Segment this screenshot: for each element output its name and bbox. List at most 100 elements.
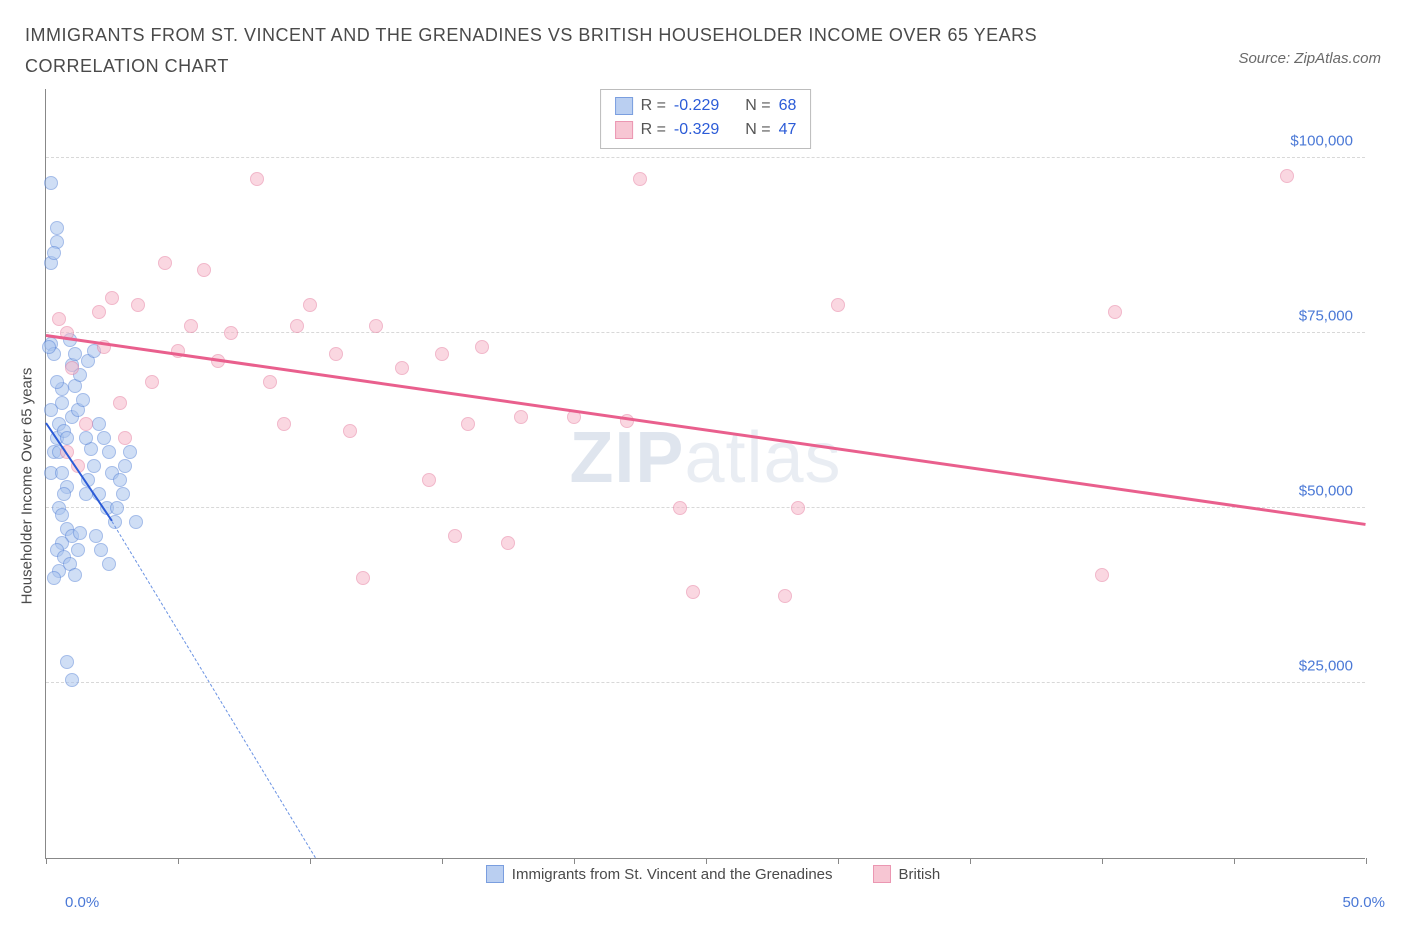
data-point [65,673,79,687]
scatter-plot: ZIPatlas R =-0.229N =68R =-0.329N =47 $2… [45,89,1365,859]
data-point [224,326,238,340]
data-point [123,445,137,459]
data-point [501,536,515,550]
data-point [113,396,127,410]
data-point [461,417,475,431]
data-point [686,585,700,599]
data-point [73,526,87,540]
x-tick [574,858,575,864]
data-point [113,473,127,487]
data-point [44,176,58,190]
data-point [343,424,357,438]
correlation-stats-box: R = -0.229 N = 68R = -0.329 N = 47 [600,89,812,149]
n-label: N = [745,94,770,118]
data-point [145,375,159,389]
data-point [184,319,198,333]
data-point [94,543,108,557]
stats-row: R =-0.329N =47 [615,118,797,142]
data-point [778,589,792,603]
data-point [47,571,61,585]
data-point [97,431,111,445]
data-point [422,473,436,487]
source-attribution: Source: ZipAtlas.com [1238,50,1381,67]
data-point [633,172,647,186]
legend-swatch [486,865,504,883]
gridline [46,507,1365,508]
data-point [369,319,383,333]
data-point [1108,305,1122,319]
x-tick-label: 0.0% [65,894,99,911]
data-point [475,340,489,354]
data-point [102,557,116,571]
r-value: -0.329 [674,118,719,142]
data-point [290,319,304,333]
x-tick [838,858,839,864]
stats-row: R = -0.229 N = 68 [615,94,797,118]
legend-item: Immigrants from St. Vincent and the Gren… [486,865,833,883]
series-legend: Immigrants from St. Vincent and the Gren… [45,865,1381,883]
gridline [46,682,1365,683]
data-point [791,501,805,515]
legend-swatch [615,121,633,139]
data-point [68,347,82,361]
legend-swatch [873,865,891,883]
x-tick [970,858,971,864]
data-point [55,466,69,480]
data-point [1280,169,1294,183]
legend-item: British [873,865,941,883]
data-point [60,655,74,669]
data-point [831,298,845,312]
data-point [118,431,132,445]
trend-line-extrapolated [112,521,316,858]
gridline [46,332,1365,333]
data-point [79,417,93,431]
r-label: R = [641,118,666,142]
data-point [76,393,90,407]
x-tick [1366,858,1367,864]
data-point [116,487,130,501]
data-point [55,508,69,522]
data-point [60,431,74,445]
data-point [102,445,116,459]
x-tick [1102,858,1103,864]
data-point [131,298,145,312]
y-tick-label: $100,000 [1290,133,1353,150]
y-tick-label: $25,000 [1299,658,1353,675]
data-point [57,487,71,501]
data-point [65,361,79,375]
x-tick [1234,858,1235,864]
data-point [250,172,264,186]
chart-container: Householder Income Over 65 years ZIPatla… [45,89,1381,883]
data-point [1095,568,1109,582]
data-point [92,417,106,431]
n-value: 68 [779,94,797,118]
data-point [263,375,277,389]
legend-swatch [615,97,633,115]
x-tick [46,858,47,864]
data-point [158,256,172,270]
data-point [329,347,343,361]
x-tick [442,858,443,864]
data-point [277,417,291,431]
n-value: 47 [779,118,797,142]
data-point [52,312,66,326]
data-point [356,571,370,585]
y-axis-label: Householder Income Over 65 years [19,368,36,605]
data-point [68,568,82,582]
r-value: -0.229 [674,94,719,118]
legend-label: British [899,866,941,883]
y-tick-label: $50,000 [1299,483,1353,500]
data-point [110,501,124,515]
trend-line [46,334,1366,525]
data-point [50,221,64,235]
r-label: R = [641,94,666,118]
data-point [395,361,409,375]
data-point [448,529,462,543]
x-tick [178,858,179,864]
data-point [303,298,317,312]
y-tick-label: $75,000 [1299,308,1353,325]
data-point [514,410,528,424]
data-point [87,459,101,473]
header: IMMIGRANTS FROM ST. VINCENT AND THE GREN… [25,20,1381,81]
x-tick-label: 50.0% [1342,894,1385,911]
